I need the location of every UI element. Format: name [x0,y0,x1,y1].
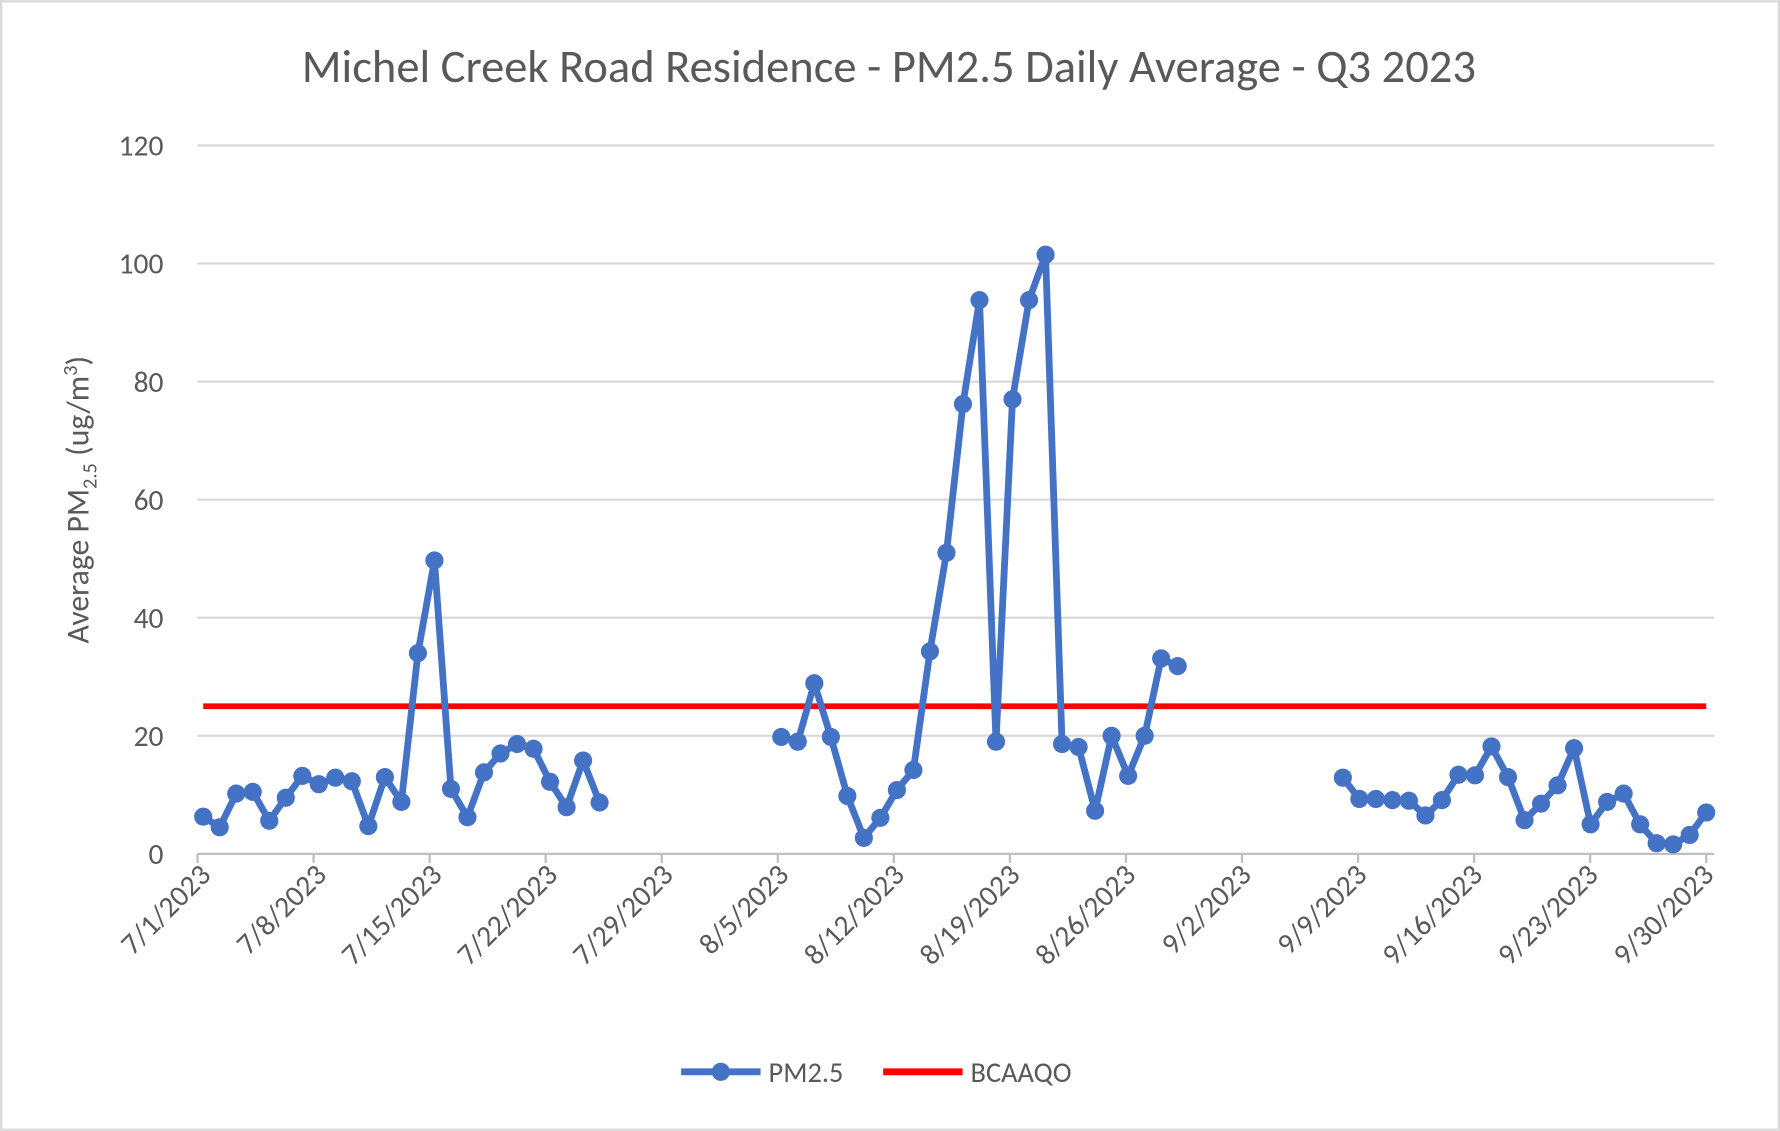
point [1168,657,1187,676]
point [342,772,361,791]
y-tick-label: 40 [134,600,164,636]
point [970,291,989,310]
point [491,744,510,763]
point [425,551,444,570]
point [326,768,345,787]
point [1135,726,1154,745]
point [309,775,328,794]
point [772,727,791,747]
point [887,781,906,800]
chart-title: Michel Creek Road Residence - PM2.5 Dail… [302,39,1476,95]
point [1581,815,1600,834]
y-tick-label: 0 [149,836,164,872]
legend-label: BCAAQO [971,1055,1072,1090]
point [1350,789,1369,809]
point [260,811,279,830]
point [821,727,840,747]
point [805,674,824,693]
point [1531,794,1551,813]
point [574,751,593,770]
legend-marker [711,1062,730,1081]
point [1086,801,1105,820]
point [557,798,576,817]
point [227,784,246,803]
point [1498,768,1518,787]
point [1152,649,1171,668]
point [904,760,923,780]
point [920,642,940,661]
point [1598,792,1617,811]
point [1383,791,1402,810]
point [243,782,262,801]
y-label-part: 2.5 [78,463,102,489]
point [590,793,609,812]
point [474,763,494,782]
y-tick-label: 80 [134,364,164,400]
point [540,772,560,791]
point [1614,784,1633,803]
point [1432,791,1452,810]
point [1449,765,1468,784]
point [1664,835,1683,854]
y-tick-label: 20 [134,718,164,754]
point [1119,766,1138,786]
point [1333,768,1352,787]
point [1697,803,1716,822]
point [1019,291,1039,310]
point [375,768,394,787]
point [854,828,873,847]
point [871,808,890,827]
y-tick-label: 120 [119,128,164,164]
legend-item: BCAAQO [883,1055,1072,1090]
point [937,543,956,562]
y-label-part: Average PM [59,489,98,644]
point [507,734,527,754]
point [1399,791,1418,810]
legend-item: PM2.5 [681,1055,843,1090]
point [392,792,411,811]
point [1069,737,1088,757]
point [1036,245,1055,264]
point [458,808,477,827]
point [1003,390,1022,409]
point [1515,811,1534,830]
point [838,786,857,806]
y-axis-title: Average PM2.5 (ug/m3) [59,356,103,644]
y-label-part: 3 [59,365,83,375]
point [359,817,378,836]
point [1366,789,1385,809]
point [276,788,295,807]
point [1102,726,1121,745]
point [1647,834,1666,853]
point [986,732,1006,751]
point [293,766,312,786]
point [408,644,427,663]
point [1052,734,1072,754]
y-label-part: ) [59,356,98,366]
point [194,807,213,826]
point [1680,825,1699,845]
y-tick-label: 100 [119,246,164,282]
legend-label: PM2.5 [769,1055,844,1090]
y-tick-label: 60 [134,482,164,518]
point [1482,737,1501,756]
point [1631,815,1650,834]
point [524,739,543,758]
point [441,779,461,798]
point [1564,739,1584,758]
point [1465,766,1485,785]
point [1416,806,1435,825]
point [210,818,229,837]
y-label-part: (ug/m [59,376,98,463]
point [1548,776,1567,795]
point [788,732,807,751]
point [953,394,973,414]
